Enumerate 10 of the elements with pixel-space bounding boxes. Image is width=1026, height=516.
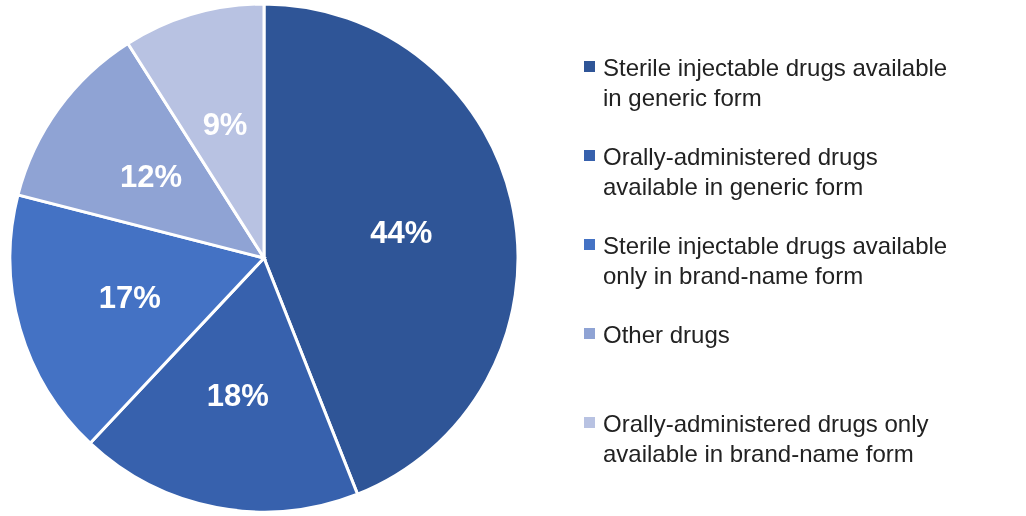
data-label: 44% bbox=[370, 214, 433, 250]
legend-label: Sterile injectable drugs available in generic form bbox=[603, 54, 948, 112]
data-label: 12% bbox=[119, 158, 182, 194]
legend-label: Orally-administered drugs available in generic form bbox=[603, 143, 878, 201]
data-label: 9% bbox=[202, 106, 248, 142]
legend-label: Orally-administered drugs only available in brand-name form bbox=[603, 410, 929, 468]
legend-label: Other drugs bbox=[603, 321, 730, 349]
data-label: 17% bbox=[98, 279, 161, 315]
legend-label: Sterile injectable drugs available only in brand-name form bbox=[603, 232, 948, 290]
data-label: 18% bbox=[206, 378, 269, 414]
